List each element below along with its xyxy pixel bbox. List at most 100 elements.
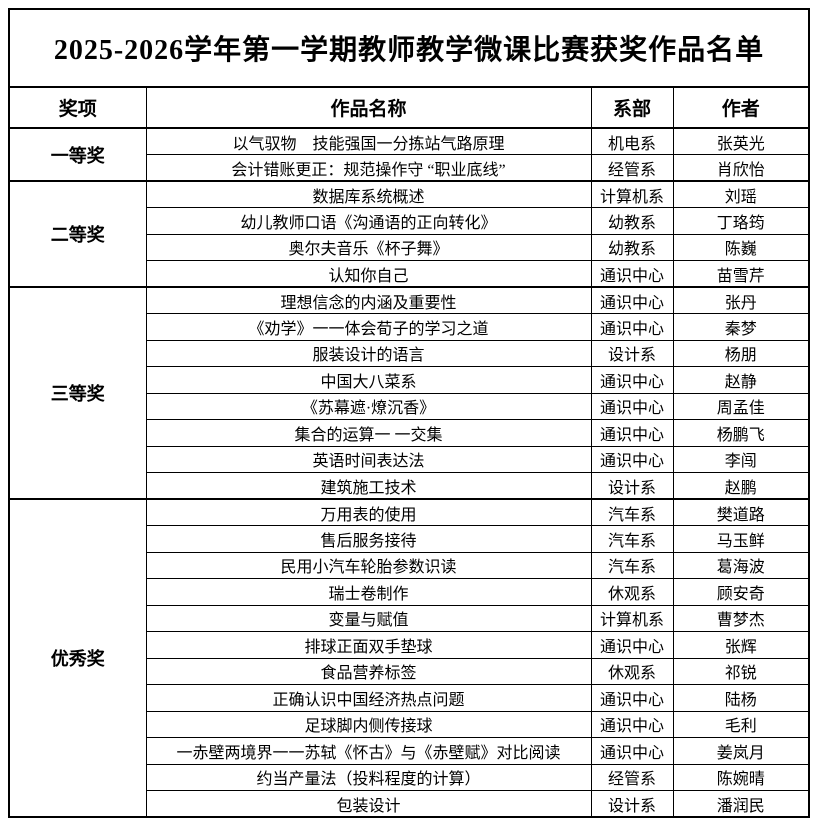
dept-cell: 经管系 bbox=[590, 154, 674, 182]
author-cell: 陆杨 bbox=[672, 684, 810, 712]
work-cell: 中国大八菜系 bbox=[145, 366, 592, 394]
table-row: 瑞士卷制作 休观系 顾安奇 bbox=[9, 578, 810, 606]
column-header-row: 奖项 作品名称 系部 作者 bbox=[8, 86, 810, 129]
author-cell: 顾安奇 bbox=[672, 578, 810, 606]
author-cell: 赵鹏 bbox=[672, 472, 810, 500]
author-cell: 张丹 bbox=[672, 286, 810, 314]
table-row: 变量与赋值 计算机系 曹梦杰 bbox=[9, 604, 810, 632]
work-cell: 幼儿教师口语《沟通语的正向转化》 bbox=[145, 207, 592, 235]
author-cell: 丁珞筠 bbox=[672, 207, 810, 235]
column-header-work: 作品名称 bbox=[145, 86, 592, 129]
author-cell: 肖欣怡 bbox=[672, 154, 810, 182]
table-row: 《劝学》一一体会荀子的学习之道 通识中心 秦梦 bbox=[9, 313, 810, 341]
author-cell: 张辉 bbox=[672, 631, 810, 659]
title-row: 2025-2026学年第一学期教师教学微课比赛获奖作品名单 bbox=[8, 8, 810, 88]
awards-table-body: 一等奖 以气驭物 技能强国一分拣站气路原理 机电系 张英光 会计错账更正：规范操作守 “… bbox=[8, 127, 810, 818]
dept-cell: 通识中心 bbox=[590, 286, 674, 314]
author-cell: 姜岚月 bbox=[672, 737, 810, 765]
table-row: 约当产量法（投料程度的计算） 经管系 陈婉晴 bbox=[9, 763, 810, 791]
work-cell: 包装设计 bbox=[145, 790, 592, 818]
work-cell: 《劝学》一一体会荀子的学习之道 bbox=[145, 313, 592, 341]
table-row: 足球脚内侧传接球 通识中心 毛利 bbox=[9, 710, 810, 738]
work-cell: 万用表的使用 bbox=[145, 498, 592, 526]
dept-cell: 机电系 bbox=[590, 127, 674, 155]
work-cell: 售后服务接待 bbox=[145, 525, 592, 553]
dept-cell: 通识中心 bbox=[590, 313, 674, 341]
table-row: 中国大八菜系 通识中心 赵静 bbox=[9, 366, 810, 394]
column-header-author: 作者 bbox=[672, 86, 810, 129]
dept-cell: 通识中心 bbox=[590, 366, 674, 394]
dept-cell: 汽车系 bbox=[590, 525, 674, 553]
work-cell: 奥尔夫音乐《杯子舞》 bbox=[145, 233, 592, 261]
table-row: 服装设计的语言 设计系 杨朋 bbox=[9, 339, 810, 367]
table-row: 英语时间表达法 通识中心 李闯 bbox=[9, 445, 810, 473]
table-row: 奥尔夫音乐《杯子舞》 幼教系 陈巍 bbox=[9, 233, 810, 261]
table-row: 建筑施工技术 设计系 赵鹏 bbox=[9, 472, 810, 500]
author-cell: 赵静 bbox=[672, 366, 810, 394]
work-cell: 会计错账更正：规范操作守 “职业底线” bbox=[145, 154, 592, 182]
dept-cell: 休观系 bbox=[590, 657, 674, 685]
dept-cell: 幼教系 bbox=[590, 207, 674, 235]
table-row: 一等奖 以气驭物 技能强国一分拣站气路原理 机电系 张英光 bbox=[8, 127, 810, 182]
work-cell: 《苏幕遮·燎沉香》 bbox=[145, 392, 592, 420]
dept-cell: 汽车系 bbox=[590, 498, 674, 526]
table-row: 优秀奖 万用表的使用 汽车系 樊道路 bbox=[8, 498, 810, 818]
table-row: 幼儿教师口语《沟通语的正向转化》 幼教系 丁珞筠 bbox=[9, 207, 810, 235]
dept-cell: 通识中心 bbox=[590, 684, 674, 712]
dept-cell: 经管系 bbox=[590, 763, 674, 791]
author-cell: 杨朋 bbox=[672, 339, 810, 367]
work-cell: 建筑施工技术 bbox=[145, 472, 592, 500]
table-row: 认知你自己 通识中心 苗雪芹 bbox=[9, 260, 810, 288]
dept-cell: 通识中心 bbox=[590, 710, 674, 738]
work-cell: 以气驭物 技能强国一分拣站气路原理 bbox=[145, 127, 592, 155]
dept-cell: 通识中心 bbox=[590, 737, 674, 765]
dept-cell: 通识中心 bbox=[590, 445, 674, 473]
work-cell: 瑞士卷制作 bbox=[145, 578, 592, 606]
dept-cell: 通识中心 bbox=[590, 260, 674, 288]
author-cell: 陈巍 bbox=[672, 233, 810, 261]
author-cell: 李闯 bbox=[672, 445, 810, 473]
dept-cell: 通识中心 bbox=[590, 419, 674, 447]
table-row: 包装设计 设计系 潘润民 bbox=[9, 790, 810, 818]
award-cell: 三等奖 bbox=[8, 286, 147, 500]
awards-table: 2025-2026学年第一学期教师教学微课比赛获奖作品名单 奖项 作品名称 系部… bbox=[8, 8, 811, 818]
table-row: 二等奖 数据库系统概述 计算机系 刘瑶 bbox=[8, 180, 810, 288]
table-row: 正确认识中国经济热点问题 通识中心 陆杨 bbox=[9, 684, 810, 712]
work-cell: 英语时间表达法 bbox=[145, 445, 592, 473]
author-cell: 杨鹏飞 bbox=[672, 419, 810, 447]
work-cell: 服装设计的语言 bbox=[145, 339, 592, 367]
author-cell: 葛海波 bbox=[672, 551, 810, 579]
dept-cell: 设计系 bbox=[590, 472, 674, 500]
work-cell: 集合的运算一 一交集 bbox=[145, 419, 592, 447]
table-row: 三等奖 理想信念的内涵及重要性 通识中心 张丹 bbox=[8, 286, 810, 500]
author-cell: 潘润民 bbox=[672, 790, 810, 818]
work-cell: 约当产量法（投料程度的计算） bbox=[145, 763, 592, 791]
award-cell: 二等奖 bbox=[8, 180, 147, 288]
author-cell: 樊道路 bbox=[672, 498, 810, 526]
page-title: 2025-2026学年第一学期教师教学微课比赛获奖作品名单 bbox=[8, 8, 810, 88]
author-cell: 周孟佳 bbox=[672, 392, 810, 420]
award-cell: 优秀奖 bbox=[8, 498, 147, 818]
author-cell: 祁锐 bbox=[672, 657, 810, 685]
table-row: 集合的运算一 一交集 通识中心 杨鹏飞 bbox=[9, 419, 810, 447]
dept-cell: 休观系 bbox=[590, 578, 674, 606]
author-cell: 毛利 bbox=[672, 710, 810, 738]
dept-cell: 计算机系 bbox=[590, 604, 674, 632]
dept-cell: 计算机系 bbox=[590, 180, 674, 208]
work-cell: 变量与赋值 bbox=[145, 604, 592, 632]
work-cell: 食品营养标签 bbox=[145, 657, 592, 685]
work-cell: 理想信念的内涵及重要性 bbox=[145, 286, 592, 314]
author-cell: 张英光 bbox=[672, 127, 810, 155]
column-header-award: 奖项 bbox=[8, 86, 147, 129]
work-cell: 数据库系统概述 bbox=[145, 180, 592, 208]
author-cell: 马玉鲜 bbox=[672, 525, 810, 553]
table-row: 排球正面双手垫球 通识中心 张辉 bbox=[9, 631, 810, 659]
dept-cell: 设计系 bbox=[590, 339, 674, 367]
work-cell: 排球正面双手垫球 bbox=[145, 631, 592, 659]
author-cell: 曹梦杰 bbox=[672, 604, 810, 632]
table-row: 《苏幕遮·燎沉香》 通识中心 周孟佳 bbox=[9, 392, 810, 420]
author-cell: 刘瑶 bbox=[672, 180, 810, 208]
author-cell: 陈婉晴 bbox=[672, 763, 810, 791]
work-cell: 足球脚内侧传接球 bbox=[145, 710, 592, 738]
